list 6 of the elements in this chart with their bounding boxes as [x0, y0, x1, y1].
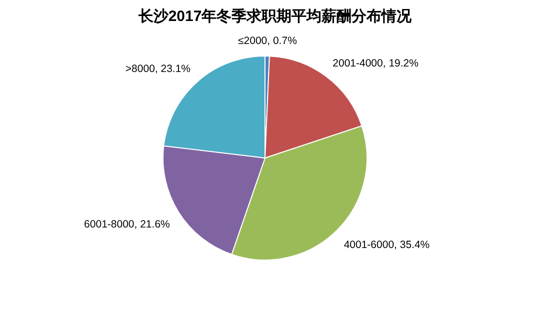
slice-label: 6001-8000, 21.6%: [84, 218, 170, 231]
slice-label: 4001-6000, 35.4%: [344, 238, 430, 251]
slice-label: 2001-4000, 19.2%: [332, 57, 418, 70]
slice-label: ≤2000, 0.7%: [238, 34, 297, 47]
chart-title: 长沙2017年冬季求职期平均薪酬分布情况: [137, 8, 413, 25]
slice-label: >8000, 23.1%: [125, 63, 191, 76]
